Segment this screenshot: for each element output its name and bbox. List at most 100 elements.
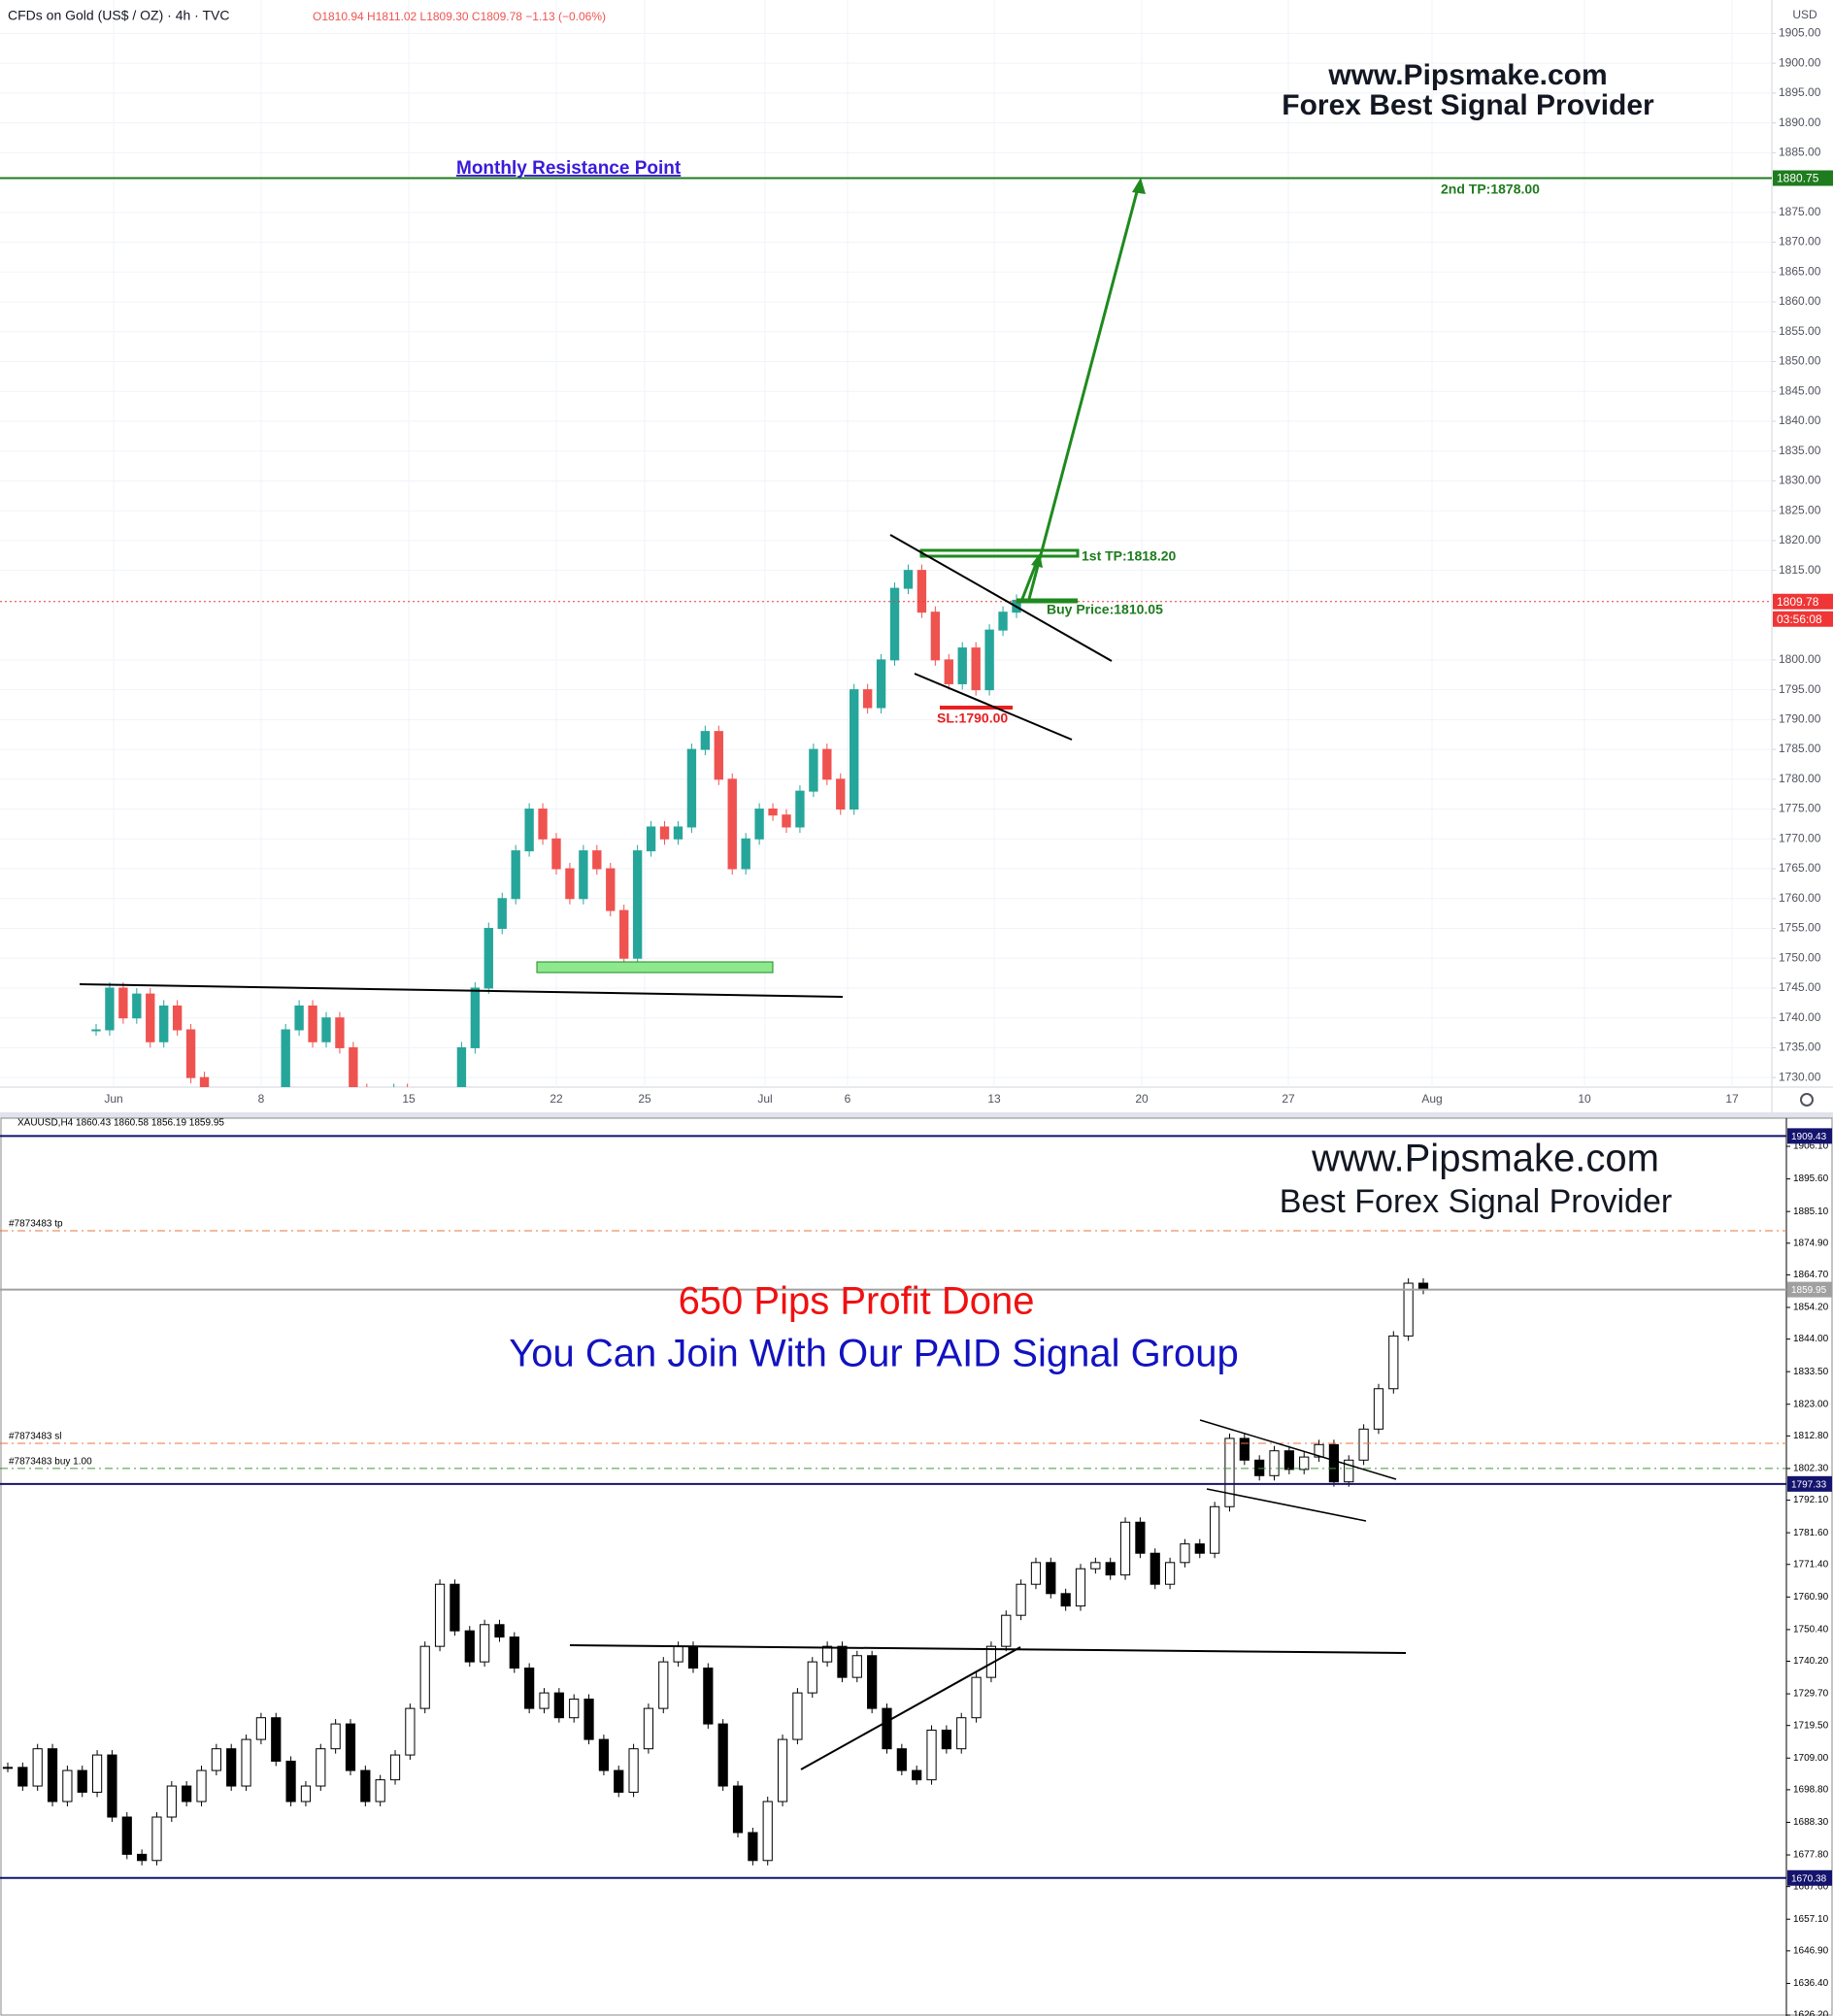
symbol-title: CFDs on Gold (US$ / OZ) · 4h · TVC [8, 8, 229, 23]
y-tick-label: 1698.80 [1793, 1785, 1829, 1796]
candle-body [121, 1816, 132, 1855]
settings-icon[interactable] [1800, 1093, 1814, 1107]
candle-body [1180, 1543, 1190, 1564]
y-tick-label: 1735.00 [1779, 1041, 1821, 1054]
x-tick-label: 13 [987, 1092, 1001, 1106]
candle-body [795, 790, 805, 828]
bottom-panel [0, 1117, 1833, 2016]
x-tick-label: Jun [104, 1092, 122, 1106]
candle-body [511, 850, 520, 900]
y-tick-label: 1729.70 [1793, 1689, 1829, 1700]
candle-body [732, 1785, 744, 1834]
y-tick-label: 1792.10 [1793, 1495, 1829, 1505]
profit-text: 650 Pips Profit Done [679, 1280, 1035, 1323]
candle-body [727, 778, 737, 870]
ohlc: O1810.94 H1811.02 L1809.30 C1809.78 −1.1… [313, 10, 606, 23]
trendline [800, 1646, 1021, 1770]
x-tick-label: 6 [845, 1092, 851, 1106]
candle-body [944, 659, 953, 684]
watermark: Forex Best Signal Provider [1282, 89, 1654, 121]
y-tick-label: 1760.00 [1779, 891, 1821, 905]
x-tick-label: Jul [757, 1092, 772, 1106]
candle-body [91, 1754, 103, 1793]
y-tick-label: 1740.20 [1793, 1656, 1829, 1667]
candle-body [762, 1801, 773, 1862]
candle-body [300, 1785, 312, 1802]
candle-body [480, 1624, 490, 1663]
order-label: #7873483 tp [9, 1219, 63, 1230]
y-tick-label: 1755.00 [1779, 921, 1821, 935]
candle-body [971, 647, 981, 691]
candle-body [687, 1645, 699, 1669]
candle-body [1283, 1450, 1294, 1471]
candle-body [748, 1832, 758, 1862]
candle-body [321, 1017, 331, 1042]
price-tag-label: 1909.43 [1791, 1132, 1827, 1142]
candle-body [926, 1729, 937, 1781]
candle-body [285, 1760, 296, 1802]
candle-body [1239, 1438, 1250, 1461]
y-tick-label: 1825.00 [1779, 503, 1821, 516]
candle-body [1135, 1521, 1146, 1554]
candle-body [255, 1717, 267, 1740]
y-tick-label: 1657.10 [1793, 1914, 1829, 1925]
candle-body [822, 1645, 833, 1663]
y-tick-label: 1677.80 [1793, 1850, 1829, 1861]
candle-body [619, 909, 629, 959]
candle-body [614, 1769, 624, 1793]
price-tag [1773, 593, 1833, 610]
candle-body [809, 748, 818, 792]
top-panel [0, 0, 1833, 1112]
y-tick-label: 1750.40 [1793, 1625, 1829, 1636]
candle-body [782, 814, 791, 828]
candle-body [494, 1624, 505, 1638]
candle-body [941, 1729, 951, 1750]
candle-body [434, 1583, 446, 1647]
candle-body [867, 1655, 878, 1709]
y-tick-label: 1688.30 [1793, 1817, 1829, 1828]
candle-body [807, 1661, 817, 1694]
candle-body [172, 1005, 183, 1031]
candle-body [360, 1769, 371, 1802]
candle-body [1344, 1459, 1354, 1483]
candle-body [1030, 1562, 1042, 1585]
y-tick-label: 1840.00 [1779, 413, 1821, 427]
candle-body [524, 809, 534, 852]
candle-body [703, 1668, 714, 1725]
y-tick-label: 1790.00 [1779, 712, 1821, 726]
candle-body [199, 1076, 210, 1087]
y-tick-label: 1823.00 [1793, 1399, 1829, 1409]
x-tick-label: 22 [550, 1092, 563, 1106]
candle-body [1254, 1459, 1265, 1476]
candle-body [107, 1754, 117, 1818]
separator [0, 1112, 1833, 1118]
y-tick-label: 1646.90 [1793, 1945, 1829, 1956]
y-tick-label: 1771.40 [1793, 1559, 1829, 1570]
y-tick-label: 1740.00 [1779, 1010, 1821, 1024]
candle-body [1388, 1335, 1399, 1390]
y-tick-label: 1874.90 [1793, 1238, 1829, 1248]
candle-body [1164, 1562, 1176, 1585]
candle-body [957, 647, 967, 684]
watermark: Best Forex Signal Provider [1280, 1183, 1672, 1220]
candle-body [308, 1005, 317, 1042]
y-tick-label: 1750.00 [1779, 950, 1821, 964]
tp2-label: 2nd TP:1878.00 [1441, 182, 1540, 197]
trendline [569, 1644, 1407, 1654]
candle-body [592, 850, 602, 870]
candle-body [998, 611, 1008, 631]
candle-body [47, 1748, 58, 1802]
price-tag-label: 1880.75 [1777, 172, 1819, 185]
candle-body [375, 1779, 385, 1802]
candle-body [889, 587, 900, 661]
candle-body [483, 927, 493, 989]
countdown: 03:56:08 [1777, 612, 1822, 626]
candle-body [754, 809, 764, 840]
candle-body [1119, 1521, 1131, 1576]
candle-body [524, 1668, 535, 1709]
candle-body [606, 868, 616, 911]
y-tick-label: 1709.00 [1793, 1753, 1829, 1764]
candle-body [1150, 1552, 1160, 1585]
candle-body [659, 826, 670, 840]
candle-body [768, 809, 778, 816]
